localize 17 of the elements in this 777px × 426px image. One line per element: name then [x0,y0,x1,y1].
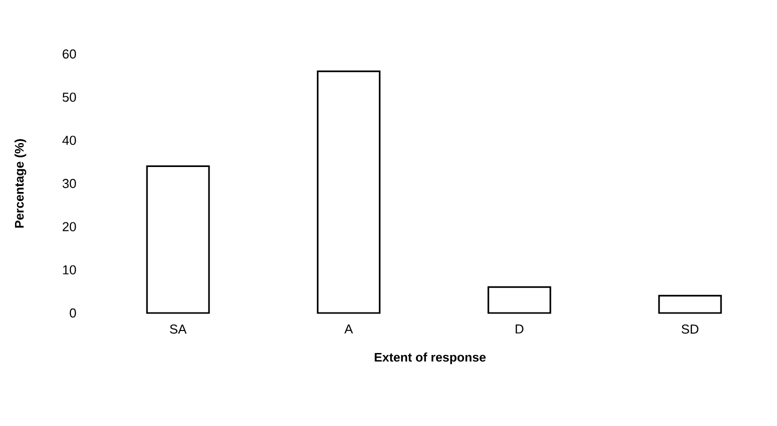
x-tick-label: A [344,324,353,334]
bar [658,294,722,314]
bar [488,286,552,314]
y-tick-label: 60 [62,49,76,59]
x-tick-label: SA [170,324,187,334]
y-tick-label: 20 [62,222,76,232]
y-tick-label: 30 [62,178,76,188]
x-tick-label: D [516,324,524,334]
y-tick-label: 50 [62,92,76,102]
bar [146,165,210,314]
x-axis-title: Extent of response [374,352,486,364]
y-tick-label: 40 [62,136,76,145]
bar [316,70,380,314]
x-tick-label: SD [682,324,698,334]
y-tick-label: 0 [70,308,76,318]
y-tick-label: 10 [63,265,76,274]
y-axis-title: Percentage (%) [14,139,26,228]
